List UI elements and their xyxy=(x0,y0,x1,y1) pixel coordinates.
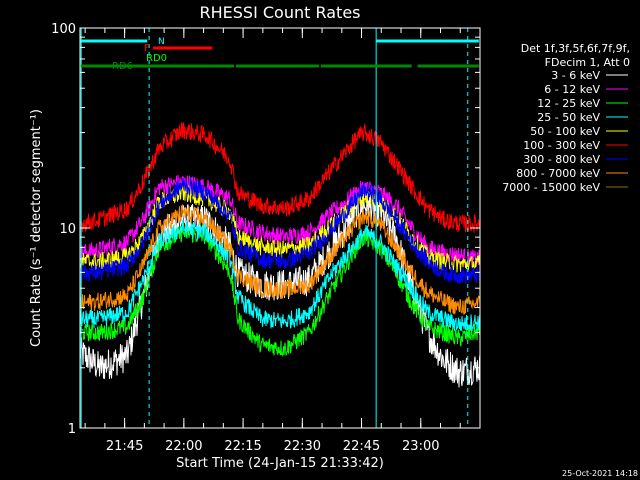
legend: Det 1f,3f,5f,6f,7f,9f,FDecim 1, Att 03 -… xyxy=(502,42,630,194)
attenuator-label-rd0: RD0 xyxy=(146,53,167,64)
x-tick-label: 21:45 xyxy=(106,439,143,454)
x-tick-label: 23:00 xyxy=(402,439,439,454)
x-tick-label: 22:15 xyxy=(224,439,261,454)
attenuator-label-f: F xyxy=(144,43,150,54)
series-line-3 xyxy=(79,219,481,332)
x-axis-label: Start Time (24-Jan-15 21:33:42) xyxy=(176,456,384,471)
legend-entry-label: 7000 - 15000 keV xyxy=(502,181,600,194)
y-tick-label: 10 xyxy=(59,222,76,237)
x-tick-label: 22:45 xyxy=(343,439,380,454)
legend-header-line: Det 1f,3f,5f,6f,7f,9f, xyxy=(521,42,630,55)
axis-ticks: 21:45 22:00 22:15 22:30 22:45 23:00 1 10 100 xyxy=(51,22,480,454)
series-line-6 xyxy=(79,177,481,285)
legend-entry-label: 6 - 12 keV xyxy=(544,83,600,96)
series-line-5 xyxy=(79,122,481,233)
legend-entry-label: 50 - 100 keV xyxy=(530,125,600,138)
series-line-7 xyxy=(79,204,481,316)
legend-entry-label: 12 - 25 keV xyxy=(537,97,600,110)
x-tick-label: 22:30 xyxy=(284,439,321,454)
attenuator-label-n: N xyxy=(158,37,165,47)
legend-header-line: FDecim 1, Att 0 xyxy=(545,56,630,69)
chart-title: RHESSI Count Rates xyxy=(200,3,361,22)
legend-entry-label: 3 - 6 keV xyxy=(551,69,600,82)
legend-entry-label: 100 - 300 keV xyxy=(523,139,600,152)
timestamp-label: 25-Oct-2021 14:18 xyxy=(562,469,638,478)
attenuator-label-rd6: RD6 xyxy=(112,61,133,72)
legend-entry-label: 25 - 50 keV xyxy=(537,111,600,124)
legend-entry-label: 300 - 800 keV xyxy=(523,153,600,166)
y-tick-label: 100 xyxy=(51,22,76,37)
series-line-2 xyxy=(79,223,481,357)
y-axis-label: Count Rate (s⁻¹ detector segment⁻¹) xyxy=(29,109,44,347)
series-layer xyxy=(79,122,481,388)
x-tick-label: 22:00 xyxy=(165,439,202,454)
legend-entry-label: 800 - 7000 keV xyxy=(516,167,600,180)
y-tick-label: 1 xyxy=(68,422,76,437)
